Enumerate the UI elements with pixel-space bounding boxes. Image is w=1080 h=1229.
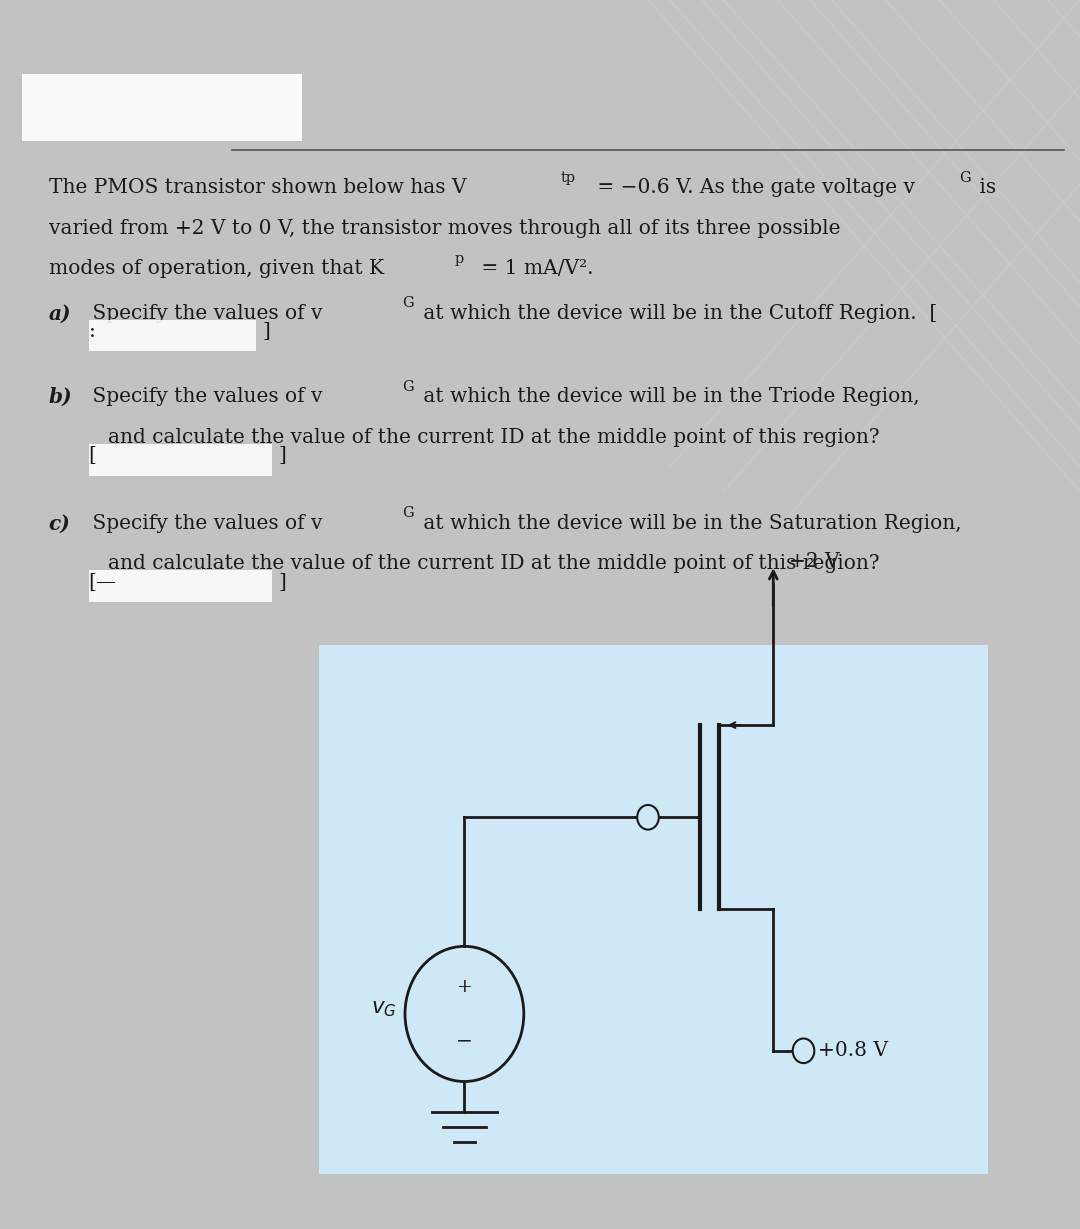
Text: varied from +2 V to 0 V, the transistor moves through all of its three possible: varied from +2 V to 0 V, the transistor … [49,219,840,237]
Text: tp: tp [561,171,576,184]
Text: modes of operation, given that K: modes of operation, given that K [49,259,383,278]
Circle shape [637,805,659,830]
Text: −: − [456,1031,473,1051]
Bar [319,645,988,1174]
Text: = −0.6 V. As the gate voltage v: = −0.6 V. As the gate voltage v [591,178,915,197]
Text: is: is [973,178,996,197]
Text: +2 V: +2 V [789,552,840,571]
Bar [89,444,272,476]
Text: p: p [455,252,464,265]
Text: G: G [959,171,971,184]
Text: and calculate the value of the current ID at the middle point of this region?: and calculate the value of the current I… [108,554,879,573]
Text: at which the device will be in the Cutoff Region.  [: at which the device will be in the Cutof… [417,304,937,322]
Text: +0.8 V: +0.8 V [818,1041,888,1061]
Text: The PMOS transistor shown below has V: The PMOS transistor shown below has V [49,178,467,197]
Text: G: G [402,506,414,520]
Text: a): a) [49,304,71,323]
Text: $v_G$: $v_G$ [370,997,396,1019]
Text: b): b) [49,387,72,407]
Text: G: G [402,296,414,310]
Circle shape [793,1039,814,1063]
Bar [89,570,272,602]
Text: [: [ [89,446,96,465]
Text: c): c) [49,514,70,533]
Text: ]: ] [279,446,286,465]
Text: = 1 mA/V².: = 1 mA/V². [475,259,594,278]
Text: ]: ] [279,573,286,591]
Text: Specify the values of v: Specify the values of v [86,514,323,532]
Text: :: : [89,322,95,340]
Text: and calculate the value of the current ID at the middle point of this region?: and calculate the value of the current I… [108,428,879,446]
Text: [—: [— [89,573,117,591]
Text: at which the device will be in the Triode Region,: at which the device will be in the Triod… [417,387,919,406]
Text: G: G [402,380,414,393]
Text: Specify the values of v: Specify the values of v [86,304,323,322]
Bar [22,74,302,141]
Text: ]: ] [262,322,270,340]
Text: Specify the values of v: Specify the values of v [86,387,323,406]
Text: at which the device will be in the Saturation Region,: at which the device will be in the Satur… [417,514,961,532]
Bar [89,320,256,351]
Text: +: + [457,978,472,995]
